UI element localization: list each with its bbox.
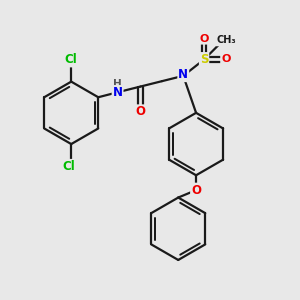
Text: Cl: Cl	[62, 160, 75, 173]
Text: CH₃: CH₃	[216, 35, 236, 46]
Text: H: H	[113, 79, 122, 88]
Text: S: S	[200, 53, 208, 66]
Text: O: O	[191, 184, 201, 196]
Text: N: N	[178, 68, 188, 81]
Text: N: N	[112, 86, 123, 99]
Text: O: O	[136, 105, 146, 118]
Text: O: O	[221, 55, 230, 64]
Text: O: O	[200, 34, 209, 44]
Text: Cl: Cl	[65, 53, 78, 66]
